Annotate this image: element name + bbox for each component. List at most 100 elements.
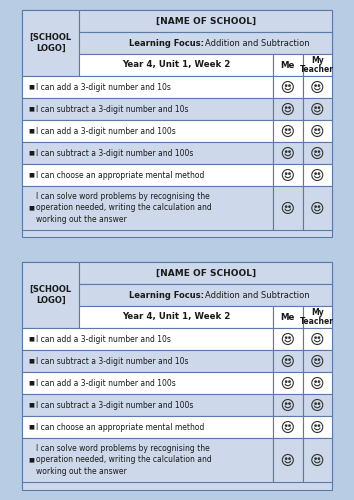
Text: [NAME OF SCHOOL]: [NAME OF SCHOOL] xyxy=(156,16,256,26)
Circle shape xyxy=(315,458,316,460)
Circle shape xyxy=(289,151,290,152)
Bar xyxy=(303,98,332,120)
Bar xyxy=(303,350,332,372)
Bar xyxy=(303,438,332,482)
Circle shape xyxy=(289,129,290,130)
Text: I can choose an appropriate mental method: I can choose an appropriate mental metho… xyxy=(36,170,204,179)
Circle shape xyxy=(318,425,320,426)
Bar xyxy=(303,142,332,164)
Text: ■: ■ xyxy=(28,128,34,134)
Circle shape xyxy=(286,381,287,382)
Text: ■: ■ xyxy=(28,380,34,386)
Bar xyxy=(273,120,303,142)
Bar xyxy=(22,10,79,76)
Circle shape xyxy=(286,403,287,404)
Circle shape xyxy=(315,85,316,86)
Bar xyxy=(79,262,332,284)
Bar xyxy=(22,164,273,186)
Bar xyxy=(22,10,332,237)
Text: I can solve word problems by recognising the
operation needed, writing the calcu: I can solve word problems by recognising… xyxy=(36,192,212,224)
Text: I can add a 3-digit number and 10s: I can add a 3-digit number and 10s xyxy=(36,82,171,92)
Text: I can add a 3-digit number and 100s: I can add a 3-digit number and 100s xyxy=(36,378,176,388)
Circle shape xyxy=(289,425,290,426)
Text: Addition and Subtraction: Addition and Subtraction xyxy=(205,290,309,300)
Bar xyxy=(273,98,303,120)
Text: I can solve word problems by recognising the
operation needed, writing the calcu: I can solve word problems by recognising… xyxy=(36,444,212,476)
Bar xyxy=(22,328,273,350)
Bar xyxy=(22,438,273,482)
Text: ■: ■ xyxy=(28,84,34,89)
Bar xyxy=(79,32,332,54)
Text: ■: ■ xyxy=(28,424,34,430)
Circle shape xyxy=(318,359,320,360)
Bar xyxy=(273,54,303,76)
Bar xyxy=(273,350,303,372)
Circle shape xyxy=(315,173,316,174)
Bar xyxy=(273,186,303,230)
Bar xyxy=(273,438,303,482)
Text: Learning Focus:: Learning Focus: xyxy=(129,290,204,300)
Text: My
Teacher: My Teacher xyxy=(300,56,334,74)
Text: ■: ■ xyxy=(28,150,34,156)
Text: I can subtract a 3-digit number and 10s: I can subtract a 3-digit number and 10s xyxy=(36,104,188,114)
Text: [NAME OF SCHOOL]: [NAME OF SCHOOL] xyxy=(156,268,256,278)
Bar xyxy=(79,284,332,306)
Bar xyxy=(79,54,273,76)
Text: My
Teacher: My Teacher xyxy=(300,308,334,326)
Circle shape xyxy=(318,107,320,108)
Bar xyxy=(303,372,332,394)
Circle shape xyxy=(289,458,290,460)
Bar xyxy=(22,372,273,394)
Text: I can subtract a 3-digit number and 100s: I can subtract a 3-digit number and 100s xyxy=(36,400,193,409)
Circle shape xyxy=(315,337,316,338)
Circle shape xyxy=(289,85,290,86)
Bar xyxy=(22,262,79,328)
Text: Me: Me xyxy=(281,60,295,70)
Circle shape xyxy=(289,359,290,360)
Circle shape xyxy=(315,403,316,404)
Bar xyxy=(273,328,303,350)
Bar xyxy=(273,394,303,416)
Text: [SCHOOL
LOGO]: [SCHOOL LOGO] xyxy=(30,286,72,304)
Bar xyxy=(303,76,332,98)
Text: ■: ■ xyxy=(28,106,34,112)
Circle shape xyxy=(318,85,320,86)
Circle shape xyxy=(289,107,290,108)
Bar xyxy=(273,76,303,98)
Text: Learning Focus:: Learning Focus: xyxy=(129,38,204,48)
Bar xyxy=(303,416,332,438)
Bar xyxy=(273,306,303,328)
Bar xyxy=(303,120,332,142)
Bar xyxy=(273,372,303,394)
Bar xyxy=(303,394,332,416)
Circle shape xyxy=(318,151,320,152)
Bar xyxy=(22,416,273,438)
Circle shape xyxy=(286,359,287,360)
Circle shape xyxy=(315,206,316,208)
Text: I can add a 3-digit number and 10s: I can add a 3-digit number and 10s xyxy=(36,334,171,344)
Circle shape xyxy=(289,403,290,404)
Circle shape xyxy=(286,151,287,152)
Circle shape xyxy=(289,206,290,208)
Bar xyxy=(273,164,303,186)
Bar xyxy=(22,142,273,164)
Circle shape xyxy=(318,206,320,208)
Bar xyxy=(79,10,332,32)
Circle shape xyxy=(315,151,316,152)
Circle shape xyxy=(289,337,290,338)
Bar xyxy=(22,120,273,142)
Circle shape xyxy=(286,458,287,460)
Bar xyxy=(22,350,273,372)
Circle shape xyxy=(318,129,320,130)
Circle shape xyxy=(315,107,316,108)
Circle shape xyxy=(286,337,287,338)
Bar xyxy=(303,164,332,186)
Text: Addition and Subtraction: Addition and Subtraction xyxy=(205,38,309,48)
Circle shape xyxy=(286,206,287,208)
Circle shape xyxy=(318,381,320,382)
Bar xyxy=(22,262,332,490)
Circle shape xyxy=(315,381,316,382)
Text: ■: ■ xyxy=(28,206,34,210)
Circle shape xyxy=(318,173,320,174)
Text: ■: ■ xyxy=(28,172,34,178)
